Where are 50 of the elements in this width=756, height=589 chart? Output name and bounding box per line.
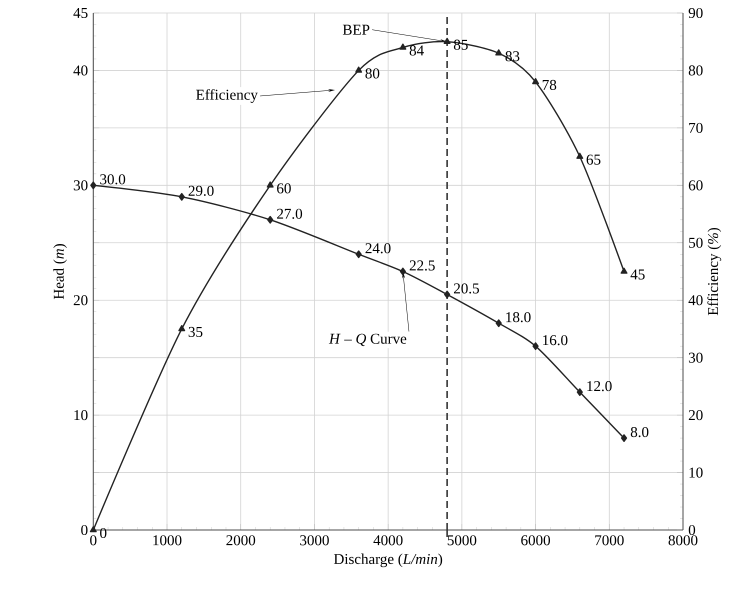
x-tick-label: 0 (90, 535, 96, 546)
x-tick-label: 7000 (595, 535, 624, 546)
y2-tick-label: 10 (690, 468, 703, 478)
y-axis-title: Head (m) (53, 244, 67, 300)
data-label: 18.0 (506, 312, 531, 322)
y2-tick-label: 30 (688, 352, 703, 363)
annotation: BEP (342, 24, 370, 35)
data-label: 0 (100, 528, 106, 538)
y-tick-label: 20 (74, 295, 88, 306)
y-tick-label: 30 (74, 180, 88, 190)
y2-tick-label: 50 (689, 238, 703, 248)
annotation: Efficiency (196, 89, 258, 103)
data-label: 8.0 (630, 427, 648, 438)
x-tick-label: 6000 (521, 535, 550, 546)
y-tick-label: 45 (73, 8, 88, 18)
y2-tick-label: 90 (688, 8, 703, 18)
y2-tick-label: 60 (688, 180, 703, 190)
data-label: 16.0 (543, 335, 568, 346)
y2-tick-label: 20 (688, 410, 703, 420)
x-tick-label: 5000 (448, 535, 476, 546)
y2-tick-label: 70 (689, 122, 703, 133)
y2-tick-label: 40 (688, 295, 703, 306)
annotation: H – Q Curve (328, 334, 406, 346)
x-tick-label: 2000 (226, 535, 256, 546)
data-label: 22.5 (410, 260, 435, 271)
x-axis-title: Discharge (L/min) (334, 554, 442, 568)
data-label: 80 (365, 68, 380, 79)
data-label: 12.0 (587, 381, 612, 392)
y2-tick-label: 80 (688, 65, 703, 76)
data-label: 24.0 (366, 243, 391, 254)
y-tick-label: 10 (74, 410, 88, 420)
y2-axis-title: Efficiency (%) (707, 228, 722, 316)
x-tick-label: 3000 (300, 535, 329, 546)
x-tick-label: 1000 (153, 535, 182, 546)
data-label: 20.5 (454, 283, 479, 294)
data-label: 60 (277, 183, 291, 194)
x-tick-label: 8000 (668, 535, 698, 546)
data-label: 65 (586, 154, 600, 165)
data-label: 83 (506, 51, 520, 62)
data-label: 35 (188, 326, 202, 337)
y-tick-label: 40 (73, 65, 88, 76)
data-label: 29.0 (188, 186, 214, 196)
data-label: 84 (410, 45, 424, 56)
y-tick-label: 0 (81, 524, 88, 536)
data-label: 45 (630, 269, 645, 280)
data-label: 27.0 (277, 208, 302, 219)
data-label: 30.0 (100, 174, 126, 184)
x-tick-label: 4000 (373, 535, 403, 546)
y2-tick-label: 0 (688, 524, 696, 536)
data-label: 78 (542, 80, 556, 90)
